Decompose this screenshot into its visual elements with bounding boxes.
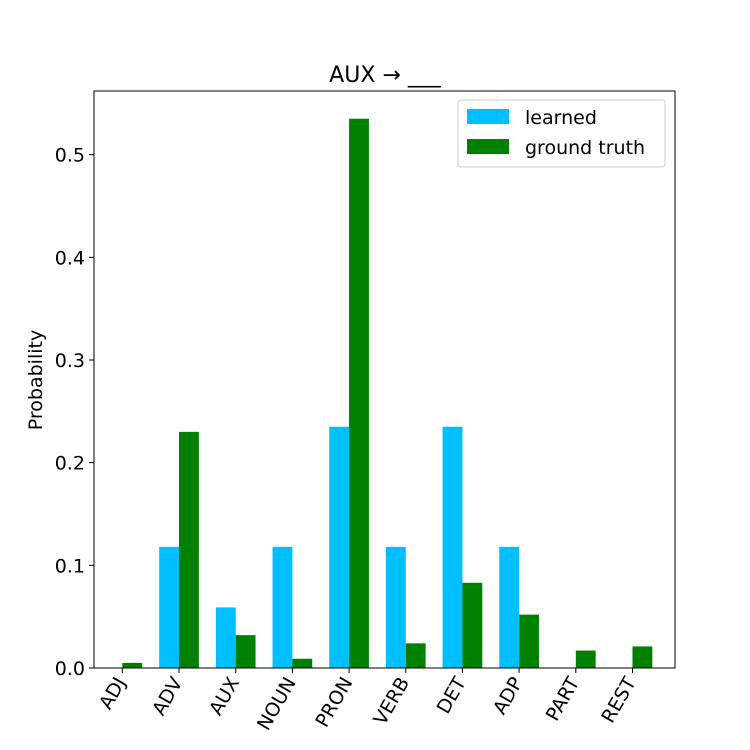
bar-ground-truth [179,431,199,668]
y-tick-label: 0.2 [55,453,85,475]
bars-group [122,118,653,668]
x-tick-label: PART [542,673,585,725]
bar-learned [159,546,180,668]
legend: learned ground truth [457,99,666,168]
bar-learned [499,546,520,668]
chart-title: AUX → ___ [329,63,442,88]
bar-ground-truth [235,635,256,668]
bar-ground-truth [349,118,369,668]
legend-box [457,99,666,168]
bar-ground-truth [632,646,653,668]
legend-swatch [467,109,509,124]
bar-ground-truth [292,658,313,668]
bar-learned [215,607,236,668]
y-tick-label: 0.1 [55,555,85,577]
x-tick-label: ADV [148,674,187,720]
legend-swatch [467,139,509,154]
y-tick-label: 0.5 [55,145,85,167]
bar-ground-truth [462,582,483,668]
x-tick-label: REST [597,673,641,727]
x-tick-label: ADP [489,674,528,719]
x-tick-label: NOUN [253,674,301,735]
x-tick-label: PRON [311,674,357,732]
bar-ground-truth [405,643,426,668]
x-tick-label: VERB [369,674,414,729]
x-tick-label: AUX [205,674,244,720]
bar-ground-truth [519,614,539,668]
y-ticks-group: 0.0 0.1 0.2 0.3 0.4 0.5 [55,145,94,680]
bar-learned [329,426,350,668]
bar-learned [272,546,293,668]
x-tick-label: ADJ [95,674,131,714]
bar-ground-truth [122,662,143,668]
bar-learned [385,546,406,668]
x-ticks-group: ADJ ADV AUX NOUN PRON VERB DET ADP PART REST [95,668,641,734]
y-axis-label: Probability [25,330,47,430]
y-tick-label: 0.4 [55,247,85,269]
legend-label: ground truth [525,137,645,159]
bar-learned [442,426,463,668]
bar-ground-truth [575,650,596,668]
y-tick-label: 0.3 [55,350,85,372]
x-tick-label: DET [433,673,471,717]
y-tick-label: 0.0 [55,658,85,680]
plot-frame [93,90,676,669]
legend-label: learned [525,107,597,129]
axes-group [93,90,676,669]
